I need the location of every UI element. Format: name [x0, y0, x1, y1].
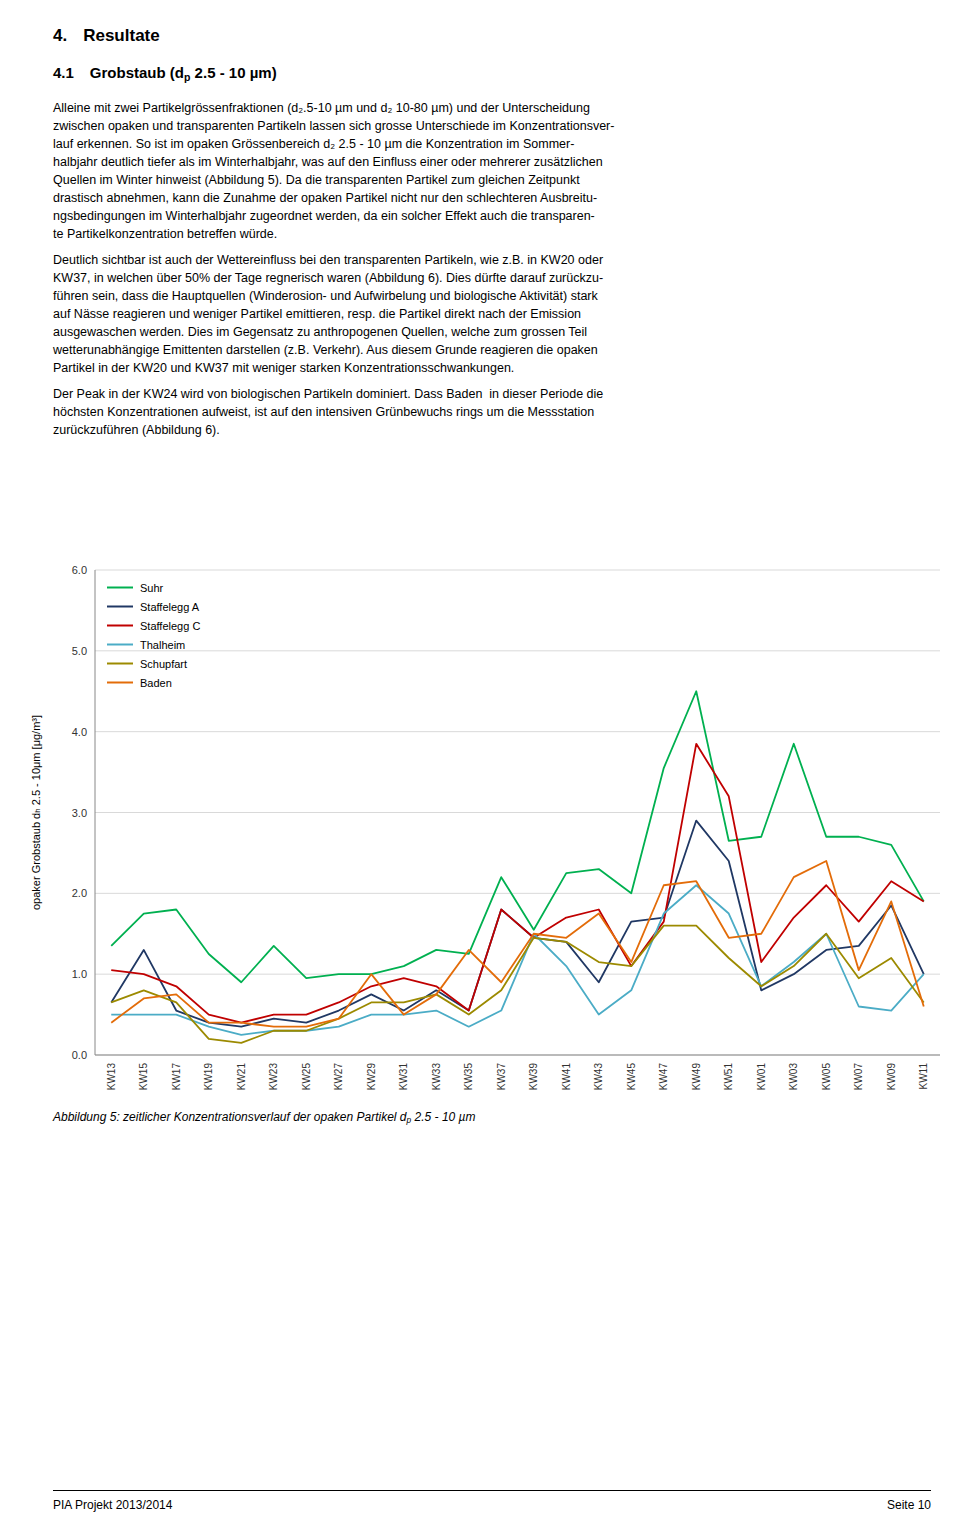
x-tick-label: KW35 [463, 1063, 474, 1091]
grid-line [95, 570, 940, 571]
caption: Abbildung 5: zeitlicher Konzentrationsve… [53, 1110, 476, 1124]
y-tick-label: 1.0 [72, 968, 87, 980]
x-tick-label: KW11 [918, 1063, 929, 1090]
x-tick-label: KW15 [138, 1063, 149, 1091]
section-title: Resultate [83, 26, 160, 45]
grid [95, 570, 940, 1055]
legend-swatch [107, 606, 133, 608]
subsection-title: Grobstaub (d [90, 64, 184, 81]
body-text-line: halbjahr deutlich tiefer als im Winterha… [53, 154, 603, 170]
legend: Suhr Staffelegg A Staffelegg C Thalheim Schu… [107, 582, 200, 689]
x-tick-label: KW51 [723, 1063, 734, 1091]
body-text-line: Alleine mit zwei Partikelgrössenfraktion… [53, 100, 590, 116]
body-text-line: lauf erkennen. So ist im opaken Grössenb… [53, 136, 574, 152]
x-tick-label: KW01 [756, 1063, 767, 1091]
subsection-heading: 4.1 Grobstaub (dp 2.5 - 10 µm) [53, 64, 277, 81]
subsection-title-end: 2.5 - 10 µm) [190, 64, 276, 81]
series-line [111, 691, 924, 982]
body-text-line: KW37, in welchen über 50% der Tage regne… [53, 270, 603, 286]
subsection-subscript: p [184, 71, 190, 83]
body-text-line: wetterunabhängige Emittenten darstellen … [53, 342, 598, 358]
caption-subscript: p [407, 1115, 412, 1125]
series-line [111, 744, 924, 1023]
section-heading: 4. Resultate [53, 26, 160, 46]
legend-swatch [107, 663, 133, 665]
y-tick-label: 5.0 [72, 645, 87, 657]
body-text-line: ngsbedingungen im Winterhalbjahr zugeord… [53, 208, 595, 224]
x-tick-label: KW23 [268, 1063, 279, 1091]
x-tick-label: KW13 [106, 1063, 117, 1091]
legend-label: Schupfart [140, 658, 187, 670]
x-tick-label: KW21 [236, 1063, 247, 1091]
series-line [111, 861, 924, 1027]
x-tick-label: KW05 [821, 1063, 832, 1091]
x-tick-label: KW19 [203, 1063, 214, 1091]
body-text-line: Deutlich sichtbar ist auch der Wetterein… [53, 252, 603, 268]
body-text-line: zurückzuführen (Abbildung 6). [53, 422, 220, 438]
body-text-line: auf Nässe reagieren und weniger Partikel… [53, 306, 581, 322]
body-text-line: zwischen opaken und transparenten Partik… [53, 118, 614, 134]
x-tick-label: KW29 [366, 1063, 377, 1091]
x-tick-label: KW45 [626, 1063, 637, 1091]
legend-swatch [107, 682, 133, 684]
x-axis-line [95, 1055, 940, 1056]
body-text-line: Der Peak in der KW24 wird von biologisch… [53, 386, 603, 402]
grid-line [95, 893, 940, 894]
grid-line [95, 812, 940, 813]
x-tick-label: KW31 [398, 1063, 409, 1091]
legend-label: Suhr [140, 582, 164, 594]
footer-right: Seite 10 [887, 1498, 931, 1512]
series-group [111, 691, 924, 1043]
y-tick-label: 3.0 [72, 807, 87, 819]
grid-line [95, 650, 940, 651]
chart: 0.0 1.0 2.0 3.0 4.0 5.0 6.0 KW13 KW15 KW17 KW19 KW2… [0, 560, 960, 1105]
legend-label: Thalheim [140, 639, 185, 651]
section-number: 4. [53, 26, 67, 45]
series-line [111, 926, 924, 1043]
series-line [111, 885, 924, 1035]
y-axis-label: opaker Grobstaub dₕ 2.5 - 10μm [μg/m³] [30, 715, 42, 910]
x-tick-label: KW27 [333, 1063, 344, 1091]
body-text-line: Quellen im Winter hinweist (Abbildung 5)… [53, 172, 580, 188]
separator [53, 1490, 931, 1491]
legend-swatch [107, 587, 133, 589]
x-tick-label: KW33 [431, 1063, 442, 1091]
y-tick-label: 0.0 [72, 1049, 87, 1061]
legend-swatch [107, 644, 133, 646]
legend-label: Staffelegg A [140, 601, 200, 613]
x-tick-label: KW25 [301, 1063, 312, 1091]
x-tick-label: KW37 [496, 1063, 507, 1091]
y-tick-label: 4.0 [72, 726, 87, 738]
body-text-line: ausgewaschen werden. Dies im Gegensatz z… [53, 324, 587, 340]
body-text-line: Partikel in der KW20 und KW37 mit wenige… [53, 360, 514, 376]
y-tick-label: 2.0 [72, 887, 87, 899]
x-tick-label: KW43 [593, 1063, 604, 1091]
grid-line [95, 1055, 940, 1056]
footer-left: PIA Projekt 2013/2014 [53, 1498, 172, 1512]
x-tick-label: KW49 [691, 1063, 702, 1091]
x-tick-label: KW07 [853, 1063, 864, 1091]
caption-text-end: 2.5 - 10 µm [411, 1110, 475, 1124]
x-tick-label: KW03 [788, 1063, 799, 1091]
subsection-number: 4.1 [53, 64, 74, 81]
x-tick-label: KW09 [886, 1063, 897, 1091]
x-tick-label: KW17 [171, 1063, 182, 1091]
body-text-line: te Partikelkonzentration betreffen würde… [53, 226, 277, 242]
x-tick-label: KW39 [528, 1063, 539, 1091]
x-tick-label: KW41 [561, 1063, 572, 1091]
legend-label: Staffelegg C [140, 620, 200, 632]
caption-text: Abbildung 5: zeitlicher Konzentrationsve… [53, 1110, 407, 1124]
body-text-line: höchsten Konzentrationen aufweist, ist a… [53, 404, 594, 420]
body-text-line: drastisch abnehmen, kann die Zunahme der… [53, 190, 597, 206]
legend-swatch [107, 625, 133, 627]
body-text-line: führen sein, dass die Hauptquellen (Wind… [53, 288, 598, 304]
y-axis-line [95, 570, 96, 1055]
y-tick-label: 6.0 [72, 564, 87, 576]
x-tick-label: KW47 [658, 1063, 669, 1091]
grid-line [95, 731, 940, 732]
legend-label: Baden [140, 677, 172, 689]
page: 4.Resultate4.1Grobstaub (dp 2.5 - 10 µm)… [0, 0, 960, 1520]
